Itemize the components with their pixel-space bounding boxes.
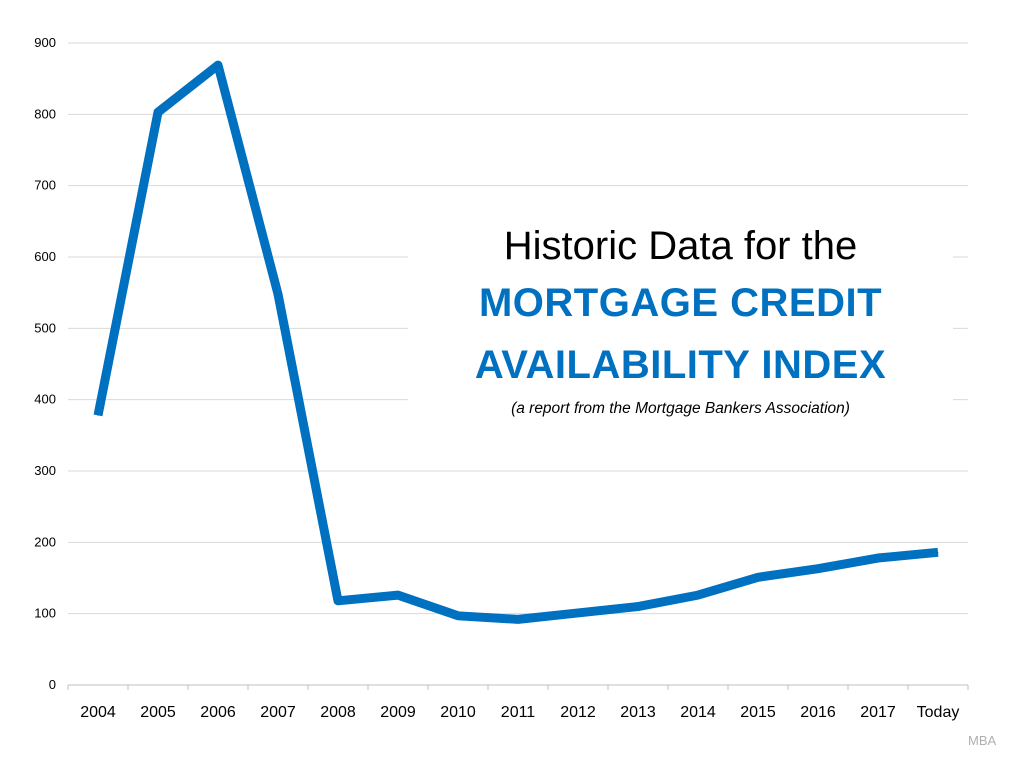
chart-subtitle: (a report from the Mortgage Bankers Asso… — [511, 400, 850, 417]
x-tick-label: 2014 — [680, 704, 716, 721]
x-tick-label: Today — [917, 704, 960, 721]
chart-title-line1: Historic Data for the — [503, 224, 858, 268]
chart-title-line3: AVAILABILITY INDEX — [474, 343, 887, 387]
series-layer — [93, 60, 939, 624]
data-point — [817, 568, 819, 570]
data-point — [217, 64, 219, 66]
x-tick-label: 2008 — [320, 704, 356, 721]
data-point — [397, 594, 399, 596]
data-point — [757, 576, 759, 578]
x-axis-ticks: 2004 2005 2006 2007 2008 2009 2010 2011 2012 2013… — [80, 704, 959, 721]
x-tick-label: 2004 — [80, 704, 116, 721]
x-tick-label: 2010 — [440, 704, 476, 721]
y-tick-label: 100 — [34, 606, 56, 621]
y-tick-label: 300 — [34, 463, 56, 478]
y-tick-label: 0 — [49, 677, 56, 692]
x-tick-label: 2015 — [740, 704, 776, 721]
y-tick-label: 600 — [34, 249, 56, 264]
y-tick-label: 900 — [34, 35, 56, 50]
data-point — [277, 293, 279, 295]
data-point — [337, 600, 339, 602]
x-tick-label: 2017 — [860, 704, 896, 721]
chart-title-line2: MORTGAGE CREDIT — [478, 281, 883, 325]
data-point — [697, 594, 699, 596]
x-tick-label: 2007 — [260, 704, 296, 721]
y-tick-label: 200 — [34, 534, 56, 549]
y-axis-ticks: 0 100 200 300 400 500 600 700 800 900 — [34, 35, 56, 692]
y-tick-label: 500 — [34, 320, 56, 335]
x-tick-label: 2009 — [380, 704, 416, 721]
source-label: MBA — [968, 733, 997, 748]
data-point — [157, 111, 159, 113]
x-tick-label: 2011 — [501, 704, 536, 721]
data-point — [457, 615, 459, 617]
data-point — [877, 557, 879, 559]
x-tick-label: 2012 — [560, 704, 596, 721]
data-point — [637, 606, 639, 608]
y-tick-label: 400 — [34, 392, 56, 407]
data-point — [517, 618, 519, 620]
x-tick-label: 2005 — [140, 704, 176, 721]
y-tick-label: 800 — [34, 106, 56, 121]
x-tick-label: 2006 — [200, 704, 236, 721]
y-tick-label: 700 — [34, 178, 56, 193]
data-point — [937, 551, 939, 553]
axes — [67, 684, 969, 690]
data-point — [577, 612, 579, 614]
x-tick-label: 2013 — [620, 704, 656, 721]
x-tick-label: 2016 — [800, 704, 836, 721]
data-point — [97, 414, 99, 416]
chart-title-block: Historic Data for the MORTGAGE CREDIT AV… — [408, 220, 953, 420]
